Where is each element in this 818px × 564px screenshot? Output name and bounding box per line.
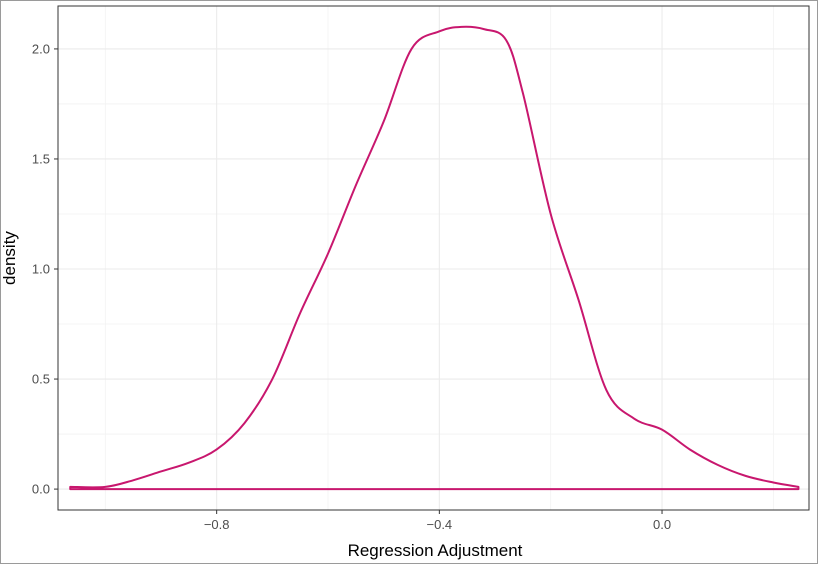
grid-major	[58, 6, 809, 510]
y-tick-label: 0.0	[32, 482, 50, 497]
x-axis-title: Regression Adjustment	[348, 541, 523, 560]
y-tick-label: 2.0	[32, 41, 50, 56]
plot-panel-border	[57, 5, 810, 511]
x-axis: −0.8 −0.4 0.0	[204, 510, 671, 532]
y-tick-label: 1.5	[32, 151, 50, 166]
grid-minor	[58, 6, 809, 510]
density-line	[69, 25, 800, 491]
y-axis-title: density	[0, 231, 19, 285]
y-tick-label: 1.0	[32, 262, 50, 277]
x-tick-label: −0.8	[204, 517, 230, 532]
plot-panel	[58, 6, 809, 510]
y-tick-label: 0.5	[32, 372, 50, 387]
x-tick-label: 0.0	[653, 517, 671, 532]
x-tick-label: −0.4	[427, 517, 453, 532]
series-layer	[69, 25, 800, 491]
y-axis: 0.0 0.5 1.0 1.5 2.0	[32, 41, 58, 497]
